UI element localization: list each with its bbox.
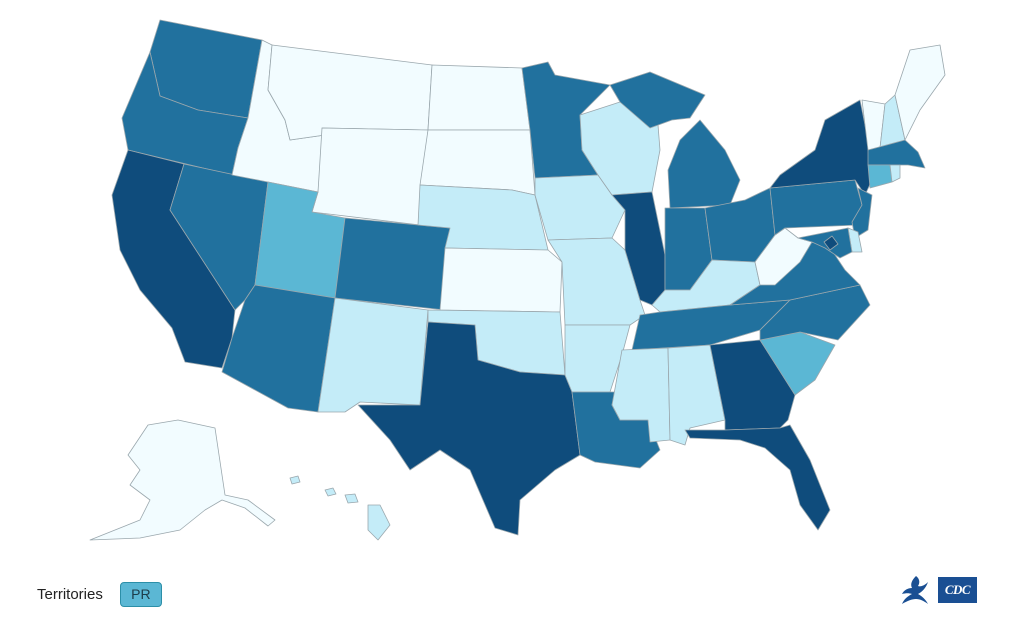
state-district-of-columbia[interactable] [823, 235, 839, 251]
state-montana[interactable] [267, 44, 433, 141]
hhs-eagle-icon [902, 576, 928, 604]
territories-label: Territories [37, 585, 103, 603]
territory-pr-button[interactable]: PR [119, 581, 162, 607]
state-wyoming[interactable] [311, 127, 429, 226]
state-new-mexico[interactable] [317, 297, 429, 413]
state-alaska[interactable] [89, 419, 276, 541]
state-maine[interactable] [894, 44, 946, 141]
state-north-carolina[interactable] [759, 284, 871, 341]
state-south-dakota[interactable] [419, 129, 536, 196]
territories-legend: Territories PR [37, 580, 162, 608]
state-colorado[interactable] [334, 217, 451, 311]
state-hawaii[interactable] [289, 475, 391, 541]
state-kansas[interactable] [439, 247, 563, 313]
state-texas[interactable] [357, 321, 581, 536]
state-pennsylvania[interactable] [769, 179, 863, 236]
logos: CDC [898, 574, 977, 606]
state-connecticut[interactable] [867, 164, 893, 189]
us-state-map [89, 19, 946, 541]
cdc-logo: CDC [938, 577, 977, 603]
state-michigan[interactable] [609, 71, 741, 209]
state-new-york[interactable] [769, 99, 873, 196]
state-rhode-island[interactable] [889, 164, 901, 183]
state-florida[interactable] [684, 424, 831, 531]
state-north-dakota[interactable] [427, 64, 531, 131]
